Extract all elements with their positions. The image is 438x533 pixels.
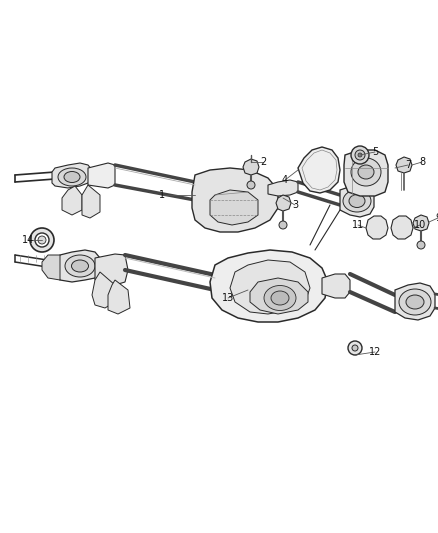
Polygon shape: [243, 159, 259, 175]
Polygon shape: [250, 278, 308, 314]
Ellipse shape: [406, 295, 424, 309]
Circle shape: [35, 233, 49, 247]
Polygon shape: [276, 195, 291, 211]
Circle shape: [247, 181, 255, 189]
Ellipse shape: [271, 291, 289, 305]
Circle shape: [351, 146, 369, 164]
Polygon shape: [322, 274, 350, 298]
Text: 13: 13: [222, 293, 234, 303]
Polygon shape: [82, 185, 100, 218]
Polygon shape: [88, 163, 115, 188]
Polygon shape: [366, 216, 388, 239]
Text: 7: 7: [405, 160, 411, 170]
Ellipse shape: [58, 168, 86, 186]
Polygon shape: [95, 254, 128, 285]
Polygon shape: [391, 216, 413, 239]
Polygon shape: [230, 260, 310, 314]
Circle shape: [355, 150, 365, 160]
Ellipse shape: [71, 260, 88, 272]
Polygon shape: [340, 185, 374, 217]
Polygon shape: [210, 250, 328, 322]
Text: 12: 12: [369, 347, 381, 357]
Text: 2: 2: [260, 157, 266, 167]
Text: 11: 11: [352, 220, 364, 230]
Ellipse shape: [399, 289, 431, 315]
Polygon shape: [57, 250, 100, 282]
Polygon shape: [92, 272, 115, 308]
Polygon shape: [268, 180, 298, 196]
Text: 5: 5: [372, 147, 378, 157]
Circle shape: [358, 153, 362, 157]
Text: 3: 3: [292, 200, 298, 210]
Ellipse shape: [264, 286, 296, 311]
Polygon shape: [395, 283, 435, 320]
Polygon shape: [396, 157, 412, 173]
Polygon shape: [52, 163, 92, 188]
Circle shape: [38, 236, 46, 244]
Circle shape: [417, 241, 425, 249]
Text: 1: 1: [159, 190, 165, 200]
Circle shape: [348, 341, 362, 355]
Text: 8: 8: [419, 157, 425, 167]
Polygon shape: [62, 186, 82, 215]
Polygon shape: [413, 215, 429, 231]
Ellipse shape: [351, 158, 381, 186]
Polygon shape: [344, 150, 388, 196]
Circle shape: [279, 221, 287, 229]
Ellipse shape: [358, 165, 374, 179]
Ellipse shape: [65, 255, 95, 277]
Text: 4: 4: [282, 175, 288, 185]
Polygon shape: [42, 255, 60, 280]
Circle shape: [352, 345, 358, 351]
Polygon shape: [298, 147, 340, 193]
Circle shape: [30, 228, 54, 252]
Polygon shape: [210, 190, 258, 225]
Text: 9: 9: [435, 213, 438, 223]
Ellipse shape: [343, 190, 371, 212]
Polygon shape: [192, 168, 278, 232]
Ellipse shape: [349, 195, 365, 207]
Polygon shape: [108, 280, 130, 314]
Ellipse shape: [64, 172, 80, 182]
Text: 14: 14: [22, 235, 34, 245]
Text: 10: 10: [414, 220, 426, 230]
